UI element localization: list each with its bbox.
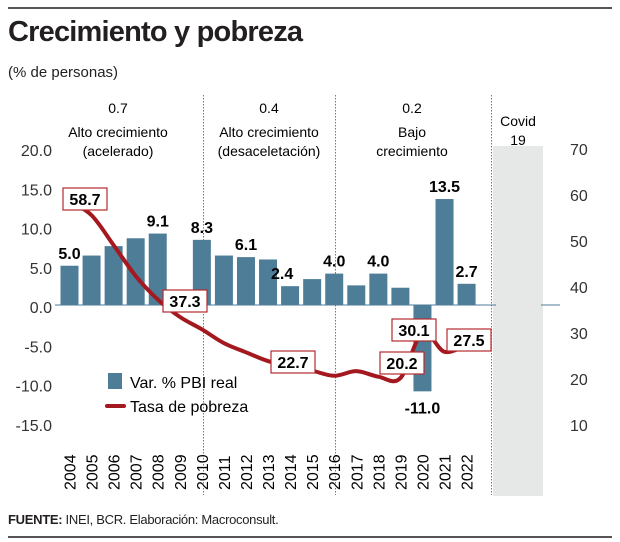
bar-value-label: 4.0 — [323, 254, 345, 271]
right-axis-tick: 70 — [570, 142, 588, 159]
left-axis-tick: 0.0 — [30, 300, 52, 317]
year-label: 2004 — [63, 454, 80, 490]
year-label: 2014 — [283, 454, 300, 490]
poverty-line — [67, 198, 469, 384]
right-axis-tick: 40 — [570, 280, 588, 297]
poverty-value-label: 27.5 — [453, 333, 484, 350]
year-label: 2018 — [371, 454, 388, 490]
left-axis-tick: -15.0 — [16, 418, 53, 435]
bottom-rule — [8, 536, 612, 538]
poverty-label-box — [162, 289, 208, 313]
poverty-value-label: 20.2 — [386, 356, 417, 373]
poverty-label-box — [270, 350, 316, 374]
period-label: 19 — [510, 132, 526, 148]
year-label: 2013 — [261, 454, 278, 490]
bar-2021 — [435, 199, 454, 305]
bar-2022 — [457, 283, 476, 305]
poverty-value-label: 22.7 — [277, 355, 308, 372]
year-label: 2016 — [327, 454, 344, 490]
left-axis-tick: -5.0 — [24, 339, 52, 356]
year-label: 2020 — [415, 454, 432, 490]
period-average: 0.4 — [259, 100, 279, 116]
bar-value-label: 5.0 — [58, 246, 80, 263]
source-note: FUENTE: INEI, BCR. Elaboración: Macrocon… — [8, 512, 279, 527]
left-axis-tick: 10.0 — [21, 222, 52, 239]
legend-line-label: Tasa de pobreza — [130, 399, 248, 416]
bar-2005 — [82, 255, 101, 305]
right-axis-tick: 60 — [570, 188, 588, 205]
year-label: 2012 — [239, 454, 256, 490]
bar-2015 — [303, 279, 322, 305]
bar-2014 — [281, 286, 300, 305]
year-label: 2021 — [438, 454, 455, 490]
bar-2006 — [104, 246, 123, 305]
source-text: INEI, BCR. Elaboración: Macroconsult. — [62, 512, 279, 527]
bar-2008 — [148, 233, 167, 305]
bar-2020 — [413, 305, 432, 392]
year-label: 2008 — [151, 454, 168, 490]
right-axis-tick: 20 — [570, 372, 588, 389]
year-label: 2011 — [217, 455, 234, 490]
bar-value-label: 9.1 — [147, 214, 169, 231]
year-label: 2006 — [107, 454, 124, 490]
bar-2018 — [369, 273, 388, 305]
period-label: Alto crecimiento — [68, 124, 168, 140]
bar-value-label: 13.5 — [429, 179, 460, 196]
year-label: 2009 — [173, 454, 190, 490]
legend-bar-label: Var. % PBI real — [130, 375, 237, 392]
bar-value-label: -11.0 — [405, 400, 441, 417]
period-label: Alto crecimiento — [219, 124, 319, 140]
bar-2019 — [391, 287, 410, 305]
legend-bar-swatch — [108, 373, 122, 389]
source-label: FUENTE: — [8, 512, 63, 527]
year-label: 2007 — [129, 454, 146, 490]
year-label: 2019 — [393, 454, 410, 490]
year-label: 2015 — [305, 454, 322, 490]
period-label: (acelerado) — [83, 143, 154, 159]
top-rule — [8, 7, 612, 9]
poverty-value-label: 58.7 — [69, 192, 100, 209]
poverty-label-box — [446, 328, 492, 352]
poverty-value-label: 37.3 — [169, 294, 200, 311]
bar-2012 — [236, 257, 255, 305]
bar-2004 — [60, 265, 79, 305]
bar-2016 — [325, 273, 344, 305]
left-axis-tick: 20.0 — [21, 143, 52, 160]
year-label: 2005 — [85, 454, 102, 490]
bar-value-label: 8.3 — [191, 220, 213, 237]
year-label: 2017 — [349, 454, 366, 490]
bar-2013 — [259, 259, 278, 305]
left-axis-tick: 15.0 — [21, 182, 52, 199]
right-axis-tick: 10 — [570, 418, 588, 435]
bar-value-label: 2.7 — [455, 264, 477, 281]
period-label: crecimiento — [376, 143, 448, 159]
bar-2011 — [214, 255, 233, 305]
year-label: 2022 — [460, 454, 477, 490]
period-label: Covid — [500, 113, 536, 129]
bar-value-label: 6.1 — [235, 237, 257, 254]
chart-subtitle: (% de personas) — [8, 64, 119, 81]
chart-title: Crecimiento y pobreza — [8, 16, 303, 48]
period-label: (desaceletación) — [218, 143, 321, 159]
year-label: 2010 — [195, 454, 212, 490]
left-axis-tick: 5.0 — [30, 261, 52, 278]
bar-value-label: 2.4 — [271, 266, 293, 283]
covid-shaded-region — [493, 146, 543, 496]
bar-2017 — [347, 285, 366, 305]
period-average: 0.2 — [402, 100, 422, 116]
poverty-value-label: 30.1 — [398, 323, 429, 340]
bar-value-label: 4.0 — [367, 254, 389, 271]
bar-2007 — [126, 238, 145, 305]
poverty-label-box — [62, 187, 108, 211]
poverty-label-box — [391, 318, 437, 342]
bar-2010 — [192, 239, 211, 305]
chart-area: 0.7 Alto crecimiento (acelerado) 0.4 Alto cr… — [16, 95, 588, 496]
period-average: 0.7 — [108, 100, 128, 116]
poverty-label-box — [379, 351, 425, 375]
right-axis-tick: 50 — [570, 234, 588, 251]
period-label: Bajo — [398, 124, 426, 140]
right-axis-tick: 30 — [570, 326, 588, 343]
left-axis-tick: -10.0 — [16, 379, 53, 396]
